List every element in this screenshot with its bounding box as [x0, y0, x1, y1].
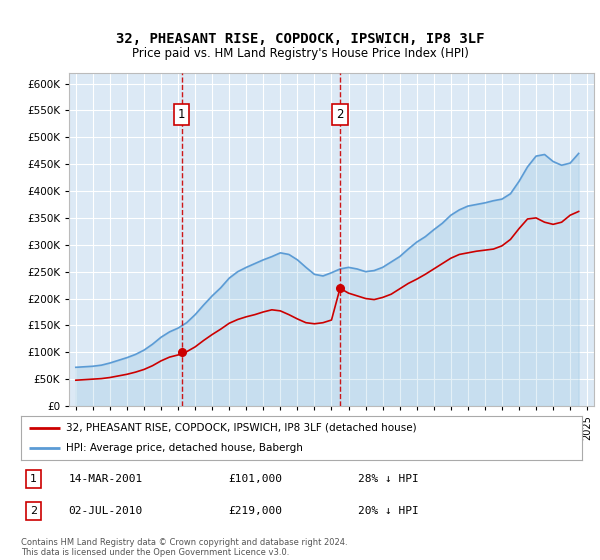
Text: 2: 2: [30, 506, 37, 516]
Text: 28% ↓ HPI: 28% ↓ HPI: [358, 474, 418, 484]
Text: £219,000: £219,000: [229, 506, 283, 516]
Text: 32, PHEASANT RISE, COPDOCK, IPSWICH, IP8 3LF: 32, PHEASANT RISE, COPDOCK, IPSWICH, IP8…: [116, 32, 484, 46]
Text: £101,000: £101,000: [229, 474, 283, 484]
Text: 32, PHEASANT RISE, COPDOCK, IPSWICH, IP8 3LF (detached house): 32, PHEASANT RISE, COPDOCK, IPSWICH, IP8…: [66, 423, 416, 433]
Text: 1: 1: [178, 108, 185, 121]
Text: Price paid vs. HM Land Registry's House Price Index (HPI): Price paid vs. HM Land Registry's House …: [131, 47, 469, 60]
Text: 14-MAR-2001: 14-MAR-2001: [68, 474, 143, 484]
Text: Contains HM Land Registry data © Crown copyright and database right 2024.
This d: Contains HM Land Registry data © Crown c…: [21, 538, 347, 557]
Text: 20% ↓ HPI: 20% ↓ HPI: [358, 506, 418, 516]
Text: 1: 1: [30, 474, 37, 484]
Text: 2: 2: [336, 108, 344, 121]
Text: HPI: Average price, detached house, Babergh: HPI: Average price, detached house, Babe…: [66, 443, 303, 453]
Text: 02-JUL-2010: 02-JUL-2010: [68, 506, 143, 516]
